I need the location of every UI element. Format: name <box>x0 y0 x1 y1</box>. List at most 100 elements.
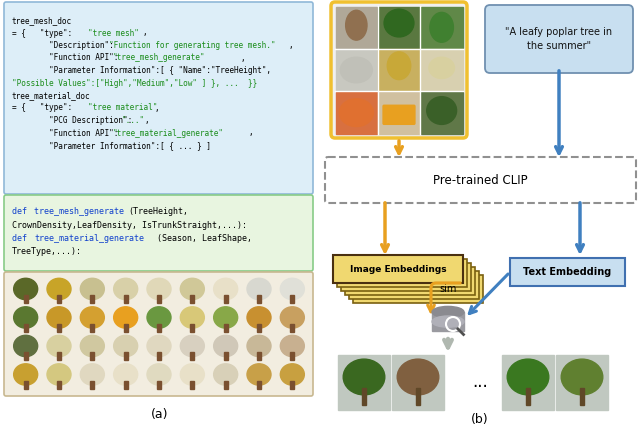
Text: def: def <box>12 207 32 216</box>
Ellipse shape <box>214 335 237 357</box>
Ellipse shape <box>280 278 305 300</box>
Text: ,: , <box>240 53 244 62</box>
Text: Pre-trained CLIP: Pre-trained CLIP <box>433 173 528 187</box>
Bar <box>257 324 261 332</box>
Text: "Possible Values":["High","Medium","Low" ] }, ...  }}: "Possible Values":["High","Medium","Low"… <box>12 78 257 87</box>
Ellipse shape <box>346 10 367 40</box>
Text: "tree material": "tree material" <box>88 103 157 112</box>
Ellipse shape <box>147 335 171 357</box>
Bar <box>190 381 195 389</box>
Ellipse shape <box>280 307 305 328</box>
Bar <box>223 352 228 360</box>
Ellipse shape <box>81 307 104 328</box>
Ellipse shape <box>13 364 38 385</box>
Text: (a): (a) <box>151 408 169 421</box>
Ellipse shape <box>247 278 271 300</box>
Bar <box>57 324 61 332</box>
Ellipse shape <box>432 307 464 318</box>
Bar <box>190 324 195 332</box>
Ellipse shape <box>180 307 204 328</box>
FancyBboxPatch shape <box>510 258 625 286</box>
Bar <box>335 49 377 91</box>
Bar <box>157 324 161 332</box>
Ellipse shape <box>397 359 439 395</box>
Text: ,: , <box>142 28 147 37</box>
FancyBboxPatch shape <box>485 5 633 73</box>
Text: tree_material_doc: tree_material_doc <box>12 91 91 100</box>
Bar <box>257 352 261 360</box>
Ellipse shape <box>47 307 71 328</box>
Bar <box>90 324 94 332</box>
Bar <box>124 381 127 389</box>
Text: def: def <box>12 234 32 243</box>
Text: tree_mesh_generate: tree_mesh_generate <box>34 207 129 216</box>
Text: ,: , <box>249 128 253 137</box>
Bar <box>190 295 195 303</box>
Ellipse shape <box>507 359 548 395</box>
Ellipse shape <box>387 52 411 80</box>
Text: "Function API":: "Function API": <box>12 128 123 137</box>
FancyBboxPatch shape <box>349 271 479 299</box>
FancyBboxPatch shape <box>345 267 475 295</box>
Text: TreeType,...):: TreeType,...): <box>12 248 82 257</box>
Text: ,: , <box>155 103 159 112</box>
Text: "tree_material_generate": "tree_material_generate" <box>113 128 224 137</box>
Ellipse shape <box>280 335 305 357</box>
Ellipse shape <box>47 335 71 357</box>
Ellipse shape <box>432 316 464 327</box>
Bar <box>157 295 161 303</box>
Ellipse shape <box>81 364 104 385</box>
Ellipse shape <box>247 307 271 328</box>
Ellipse shape <box>81 278 104 300</box>
Ellipse shape <box>180 335 204 357</box>
Ellipse shape <box>13 335 38 357</box>
Bar <box>335 6 377 48</box>
FancyBboxPatch shape <box>353 275 483 303</box>
Bar <box>223 295 228 303</box>
Bar <box>416 388 420 404</box>
Ellipse shape <box>214 307 237 328</box>
Ellipse shape <box>561 359 603 395</box>
Bar <box>90 295 94 303</box>
Bar <box>24 324 28 332</box>
Text: sim: sim <box>439 284 457 294</box>
Bar <box>124 352 127 360</box>
Bar <box>378 6 420 48</box>
Ellipse shape <box>214 278 237 300</box>
Text: "Description":: "Description": <box>12 41 118 50</box>
Bar <box>291 295 294 303</box>
Ellipse shape <box>180 278 204 300</box>
Bar <box>378 92 420 134</box>
FancyBboxPatch shape <box>341 263 471 291</box>
Text: ,: , <box>289 41 294 50</box>
Bar <box>291 324 294 332</box>
Text: "tree_mesh_generate": "tree_mesh_generate" <box>113 53 205 62</box>
Ellipse shape <box>114 335 138 357</box>
Ellipse shape <box>147 307 171 328</box>
Text: "Function for generating tree mesh.": "Function for generating tree mesh." <box>109 41 275 50</box>
Bar <box>90 381 94 389</box>
Text: (b): (b) <box>471 413 489 424</box>
FancyBboxPatch shape <box>383 105 415 124</box>
Text: tree_material_generate: tree_material_generate <box>34 234 144 243</box>
FancyBboxPatch shape <box>4 2 313 194</box>
Bar <box>421 92 463 134</box>
Bar <box>335 92 377 134</box>
Text: (TreeHeight,: (TreeHeight, <box>128 207 188 216</box>
Bar <box>124 295 127 303</box>
Text: "PCG Description":: "PCG Description": <box>12 116 137 125</box>
Text: "A leafy poplar tree in
the summer": "A leafy poplar tree in the summer" <box>506 27 612 51</box>
Ellipse shape <box>114 278 138 300</box>
Ellipse shape <box>147 364 171 385</box>
Ellipse shape <box>339 99 373 126</box>
Ellipse shape <box>114 364 138 385</box>
Ellipse shape <box>430 12 453 42</box>
Bar <box>24 352 28 360</box>
Bar <box>157 352 161 360</box>
Bar <box>502 355 554 410</box>
FancyBboxPatch shape <box>4 272 313 396</box>
Bar <box>556 355 608 410</box>
Text: "...": "..." <box>122 116 145 125</box>
Text: ,: , <box>145 116 150 125</box>
Ellipse shape <box>13 278 38 300</box>
